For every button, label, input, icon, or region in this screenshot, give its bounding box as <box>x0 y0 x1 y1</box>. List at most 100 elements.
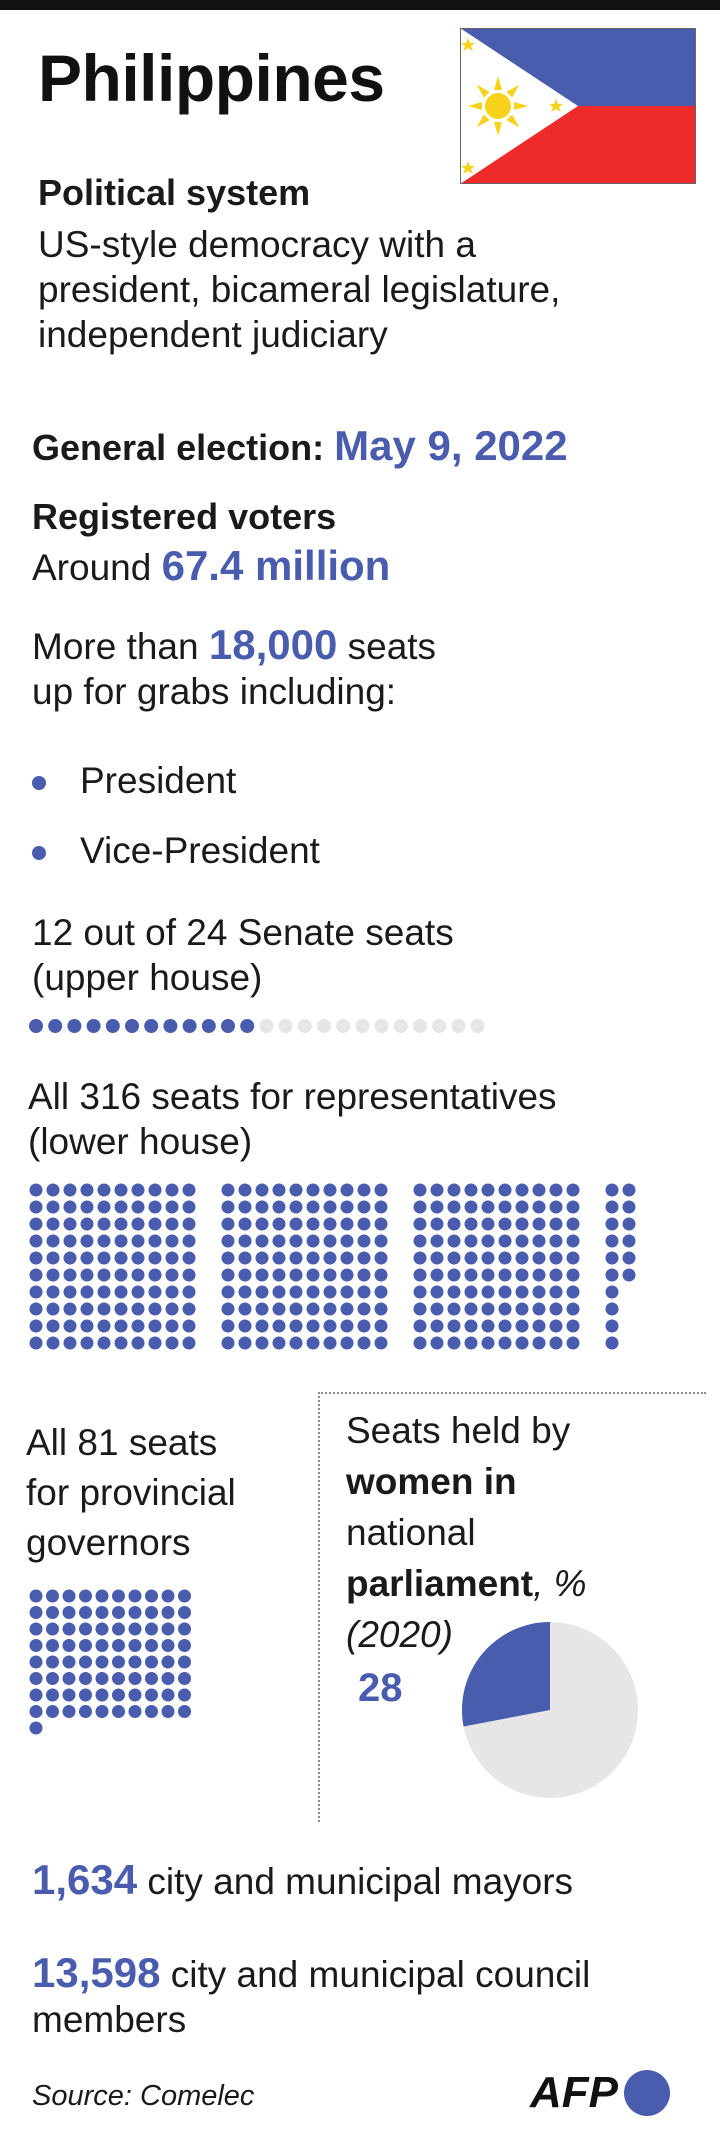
governor-seat-dot <box>29 1606 43 1619</box>
representative-seat-dot <box>46 1217 60 1231</box>
representative-seat-dot <box>374 1336 388 1350</box>
governor-seat-dot <box>128 1655 142 1669</box>
senate-seat-dot <box>393 1019 408 1033</box>
representative-seat-dot <box>481 1268 495 1282</box>
representative-seat-dot <box>289 1302 303 1316</box>
representative-seat-dot <box>148 1234 162 1248</box>
representative-seat-dot <box>374 1200 388 1214</box>
representative-seat-dot <box>447 1302 461 1316</box>
representative-seat-dot <box>498 1183 512 1197</box>
representative-seat-dot <box>165 1234 179 1248</box>
representative-seat-dot <box>221 1268 235 1282</box>
governor-seat-dot <box>29 1589 43 1603</box>
representative-seat-dot <box>165 1336 179 1350</box>
representative-seat-dot <box>515 1336 529 1350</box>
representative-seat-dot <box>272 1319 286 1333</box>
representative-seat-dot <box>114 1251 128 1265</box>
representative-seat-dot <box>114 1183 128 1197</box>
representative-seat-dot <box>97 1336 111 1350</box>
representative-seat-dot <box>340 1234 354 1248</box>
representative-seat-dot <box>238 1251 252 1265</box>
representative-seat-dot <box>131 1268 145 1282</box>
representative-seat-dot <box>148 1200 162 1214</box>
governor-seat-dot <box>79 1606 92 1619</box>
senate-seat-dot <box>297 1019 312 1033</box>
governor-seat-dot <box>161 1688 175 1702</box>
representative-seat-dot <box>464 1200 478 1214</box>
governor-seat-dot <box>62 1589 76 1603</box>
representative-seat-dot <box>46 1200 60 1214</box>
representative-seat-dot <box>464 1268 478 1282</box>
representative-seat-dot <box>289 1183 303 1197</box>
representative-seat-dot <box>63 1200 77 1214</box>
representative-seat-dot <box>182 1319 196 1333</box>
senate-seats-dots <box>29 1019 485 1033</box>
representative-seat-dot <box>413 1234 427 1248</box>
representative-seat-dot <box>63 1234 77 1248</box>
representative-seat-dot <box>498 1319 512 1333</box>
representative-seat-dot <box>148 1336 162 1350</box>
representative-seat-dot <box>221 1302 235 1316</box>
representative-seat-dot <box>605 1268 619 1282</box>
representative-seat-dot <box>566 1217 580 1231</box>
representative-seat-dot <box>272 1285 286 1299</box>
representative-seat-dot <box>498 1336 512 1350</box>
representative-seat-dot <box>63 1319 77 1333</box>
representative-seat-dot <box>605 1251 619 1265</box>
representative-seat-dot <box>182 1200 196 1214</box>
representative-seat-dot <box>515 1217 529 1231</box>
afp-logo: AFP <box>530 2068 671 2122</box>
governor-seat-dot <box>161 1639 175 1652</box>
representative-seat-dot <box>255 1285 269 1299</box>
representative-seat-dot <box>182 1302 196 1316</box>
governor-seat-dot <box>112 1606 125 1619</box>
representative-seat-dot <box>340 1217 354 1231</box>
representative-seat-dot <box>255 1217 269 1231</box>
governor-seat-dot <box>62 1672 76 1685</box>
representative-seat-dot <box>549 1183 563 1197</box>
representative-seat-dot <box>340 1336 354 1350</box>
governor-seat-dot <box>161 1622 175 1636</box>
representative-seat-dot <box>29 1302 43 1316</box>
representative-seat-dot <box>481 1200 495 1214</box>
governor-seat-dot <box>112 1705 125 1718</box>
representative-seat-dot <box>97 1183 111 1197</box>
governor-seat-dot <box>46 1655 59 1669</box>
representative-seat-dot <box>63 1302 77 1316</box>
representative-seat-dot <box>63 1285 77 1299</box>
representative-seat-dot <box>272 1302 286 1316</box>
representative-seat-dot <box>63 1251 77 1265</box>
governor-seat-dot <box>161 1705 175 1718</box>
representative-seat-dot <box>165 1183 179 1197</box>
representative-seat-dot <box>605 1319 619 1333</box>
general-election: General election: May 9, 2022 <box>32 422 568 469</box>
governor-seat-dot <box>112 1639 125 1652</box>
representative-seat-dot <box>447 1268 461 1282</box>
representative-seat-dot <box>131 1183 145 1197</box>
representative-seat-dot <box>532 1319 546 1333</box>
representative-seat-dot <box>549 1268 563 1282</box>
governor-seat-dot <box>145 1606 158 1619</box>
representative-seat-dot <box>357 1234 371 1248</box>
governors-text: All 81 seats for provincial governors <box>26 1422 236 1563</box>
representative-seat-dot <box>374 1302 388 1316</box>
representative-seat-dot <box>340 1285 354 1299</box>
representative-seat-dot <box>323 1319 337 1333</box>
bullet-vice-president: Vice-President <box>32 828 320 873</box>
pie-women-slice <box>462 1622 550 1727</box>
representative-seat-dot <box>114 1302 128 1316</box>
governor-seat-dot <box>145 1655 158 1669</box>
representative-seat-dot <box>148 1251 162 1265</box>
representative-seat-dot <box>289 1285 303 1299</box>
governor-seat-dot <box>79 1672 92 1685</box>
representative-seat-dot <box>532 1285 546 1299</box>
representative-seat-dot <box>221 1217 235 1231</box>
representative-seat-dot <box>238 1183 252 1197</box>
representative-seat-dot <box>464 1217 478 1231</box>
representative-seat-dot <box>374 1183 388 1197</box>
representative-seat-dot <box>323 1217 337 1231</box>
representative-seat-dot <box>182 1336 196 1350</box>
representative-seat-dot <box>481 1234 495 1248</box>
representative-seat-dot <box>63 1217 77 1231</box>
representative-seat-dot <box>221 1234 235 1248</box>
